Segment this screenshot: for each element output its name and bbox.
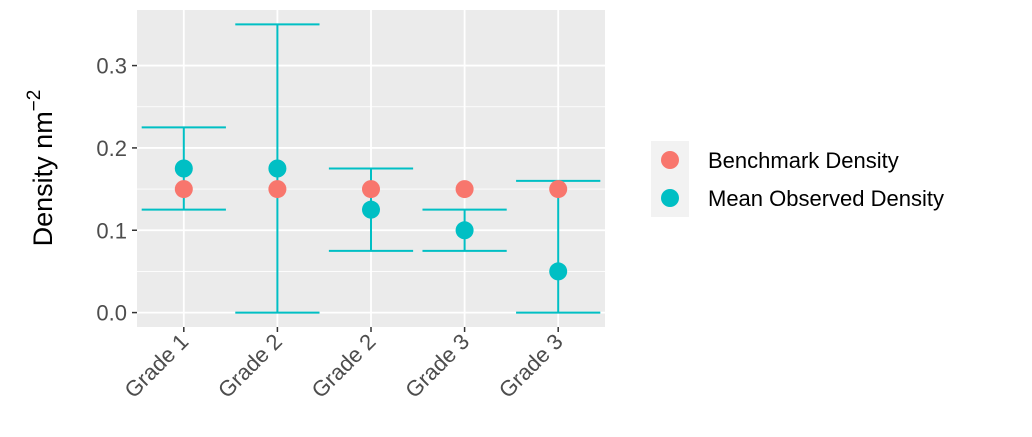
point	[362, 200, 380, 219]
y-label-superscript: −2	[24, 90, 45, 112]
point	[174, 159, 193, 178]
legend-label: Mean Observed Density	[708, 186, 944, 211]
y-label-text: Density nm	[28, 111, 58, 246]
legend-symbol	[661, 151, 679, 169]
y-tick-label: 0.3	[96, 54, 127, 79]
x-tick-label: Grade 2	[213, 329, 287, 403]
point	[455, 180, 474, 199]
point	[455, 221, 474, 240]
point	[268, 159, 287, 178]
point	[268, 180, 287, 199]
point	[549, 262, 568, 281]
legend-symbol	[661, 189, 679, 207]
x-tick-label: Grade 3	[494, 329, 568, 403]
y-tick-label: 0.1	[96, 218, 127, 243]
point	[362, 180, 380, 199]
x-tick-label: Grade 2	[307, 329, 381, 403]
y-tick-label: 0.0	[96, 301, 127, 326]
point	[549, 180, 568, 199]
legend-label: Benchmark Density	[708, 148, 899, 173]
x-tick-label: Grade 3	[400, 329, 474, 403]
x-tick-label: Grade 1	[119, 329, 193, 403]
y-axis-label: Density nm−2	[24, 90, 58, 247]
y-tick-label: 0.2	[96, 136, 127, 161]
point	[174, 180, 193, 199]
